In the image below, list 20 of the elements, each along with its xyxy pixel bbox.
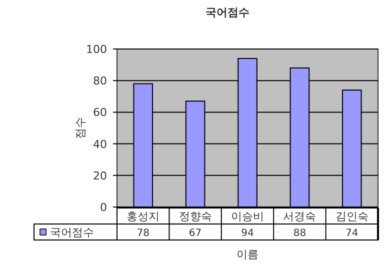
y-tick-label: 80 bbox=[93, 74, 107, 88]
x-tick-label: 서경숙 bbox=[283, 210, 316, 223]
y-tick-label: 40 bbox=[93, 138, 107, 151]
x-tick-label: 이승비 bbox=[231, 210, 264, 223]
data-label: 67 bbox=[188, 228, 202, 239]
data-label: 78 bbox=[136, 228, 150, 239]
x-tick-label: 김인숙 bbox=[335, 210, 368, 223]
legend-label: 국어점수 bbox=[50, 226, 94, 239]
y-tick-label: 0 bbox=[100, 201, 107, 214]
data-label: 74 bbox=[346, 228, 358, 239]
data-label: 94 bbox=[241, 228, 254, 239]
chart-title: 국어점수 bbox=[206, 6, 250, 19]
data-label: 88 bbox=[293, 228, 306, 239]
x-tick-label: 정향숙 bbox=[178, 210, 212, 223]
y-tick-label: 20 bbox=[93, 169, 107, 182]
y-tick-label: 100 bbox=[86, 43, 107, 56]
y-axis-title: 점수 bbox=[74, 117, 87, 139]
y-tick-label: 60 bbox=[93, 106, 107, 120]
x-axis-title: 이름 bbox=[236, 248, 258, 261]
x-tick-label: 홍성지 bbox=[126, 210, 160, 223]
